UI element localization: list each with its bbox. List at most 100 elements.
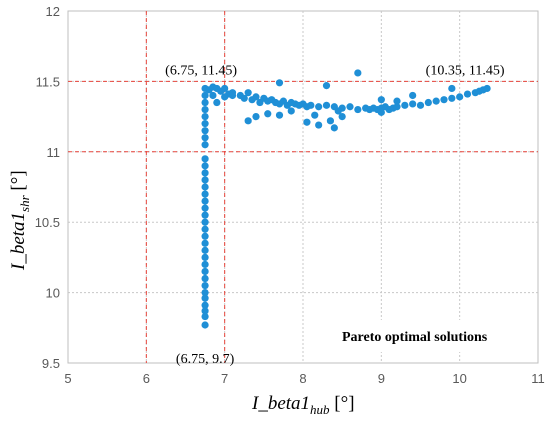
legend-label: Pareto optimal solutions [342,330,488,345]
data-point [377,96,385,104]
reference-lines [68,11,538,363]
x-tick-labels: 5 6 7 8 9 10 11 [64,371,544,386]
data-point [322,101,331,109]
x-tick-label: 6 [143,371,150,386]
data-point [201,232,209,240]
data-point [456,93,464,101]
data-point [209,91,217,100]
data-point [338,113,346,121]
data-point [201,274,209,283]
data-point [201,127,209,135]
data-points [201,69,491,329]
y-axis-label-main: I_beta1 [8,212,29,271]
data-point [201,312,209,321]
data-point [311,111,319,119]
data-point [201,113,209,121]
data-point [393,103,401,111]
data-point [201,134,209,142]
data-point [201,120,209,128]
data-point [201,225,209,233]
data-point [201,321,209,329]
data-point [307,101,315,109]
y-axis-label: I_beta1shr [°] [8,170,32,271]
legend-box [334,320,528,352]
y-tick-label: 10 [46,286,60,301]
data-point [201,155,209,163]
data-point [201,176,209,184]
data-point [201,211,209,219]
point-annotation: (10.35, 11.45) [426,63,505,78]
data-point [287,107,295,115]
x-axis-label: I_beta1hub [°] [251,393,355,417]
data-point [416,101,425,109]
data-point [201,105,209,114]
data-point [463,90,472,98]
data-point [201,246,209,254]
data-point [264,110,272,118]
data-point [201,197,209,205]
data-point [354,105,362,114]
data-point [201,141,209,149]
data-point [201,307,209,315]
x-axis-label-subscript: hub [310,402,330,417]
y-tick-label: 12 [46,4,60,19]
y-axis-label-unit: [°] [8,170,29,195]
data-point [440,96,448,104]
data-point [409,91,417,100]
data-point [432,97,440,105]
point-annotations: (6.75, 11.45) (10.35, 11.45) (6.75, 9.7) [165,63,505,366]
data-point [213,98,221,107]
x-tick-label: 10 [452,371,466,386]
data-point [228,89,237,97]
data-point [201,190,209,198]
data-point [201,91,209,100]
data-point [201,281,209,290]
data-point [201,289,209,297]
data-point [330,124,338,132]
data-point [377,108,385,116]
point-annotation: (6.75, 9.7) [176,352,235,367]
y-tick-label: 9.5 [42,356,60,371]
y-axis-label-subscript: shr [17,194,32,212]
data-point [221,93,229,101]
data-point [201,204,209,212]
data-point [252,113,260,121]
data-point [275,111,284,119]
data-point [201,162,209,170]
data-point [252,93,260,101]
data-point [448,94,456,102]
data-point [240,94,248,102]
data-point [483,84,491,93]
data-point [393,97,401,105]
data-point [424,98,432,107]
data-point [201,253,209,261]
x-tick-label: 8 [299,371,306,386]
data-point [448,84,456,93]
data-point [315,103,323,111]
data-point [244,117,252,125]
data-point [201,267,209,276]
x-tick-label: 11 [531,371,545,386]
data-point [201,169,209,177]
data-point [346,103,354,111]
data-point [303,118,311,126]
y-tick-label: 11.5 [36,74,60,89]
x-tick-label: 5 [64,371,71,386]
y-tick-label: 11 [47,145,61,160]
x-axis-label-main: I_beta1 [251,393,310,414]
y-tick-labels: 9.5 10 10.5 11 11.5 12 [35,4,60,371]
data-point [409,100,417,108]
x-tick-label: 9 [378,371,385,386]
data-point [275,79,284,87]
point-annotation: (6.75, 11.45) [165,63,237,78]
data-point [201,218,209,226]
x-axis-label-unit: [°] [330,393,355,414]
x-tick-label: 7 [221,371,228,386]
data-point [201,260,209,269]
data-point [201,98,209,107]
data-point [201,239,209,247]
data-point [326,117,335,125]
data-point [354,69,362,77]
